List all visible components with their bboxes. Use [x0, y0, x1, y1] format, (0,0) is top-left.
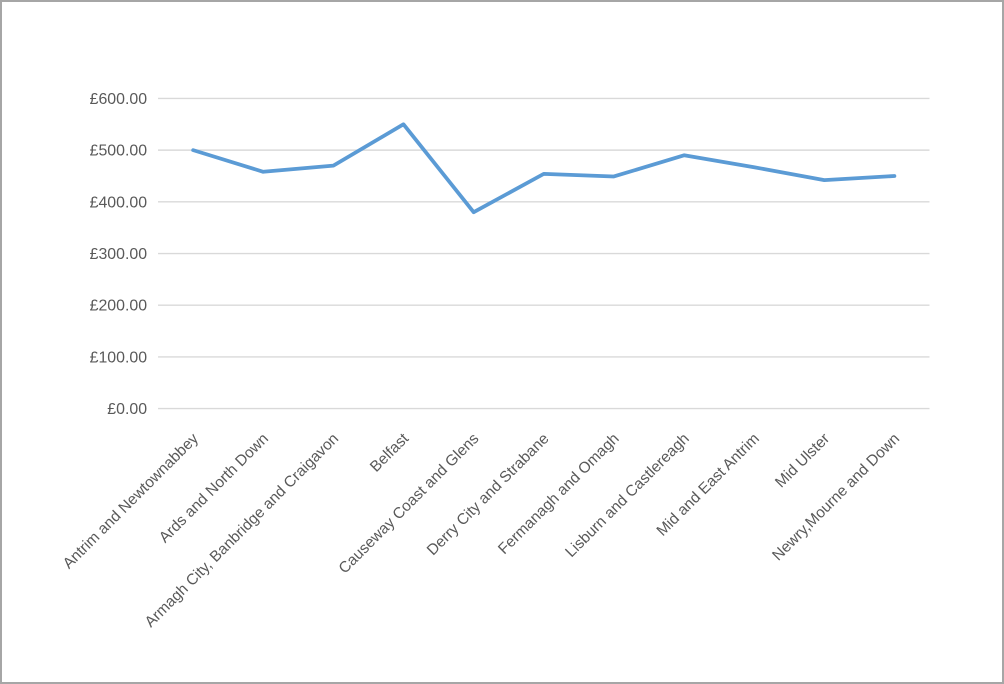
y-axis-tick-label: £0.00	[107, 401, 147, 418]
x-axis-category-label: Belfast	[367, 430, 413, 476]
x-axis-category-label: Newry,Mourne and Down	[769, 430, 903, 564]
x-axis-category-label: Causeway Coast and Glens	[336, 430, 483, 577]
x-axis-category-label: Mid Ulster	[772, 430, 833, 491]
x-axis-category-label: Lisburn and Castlereagh	[562, 430, 693, 561]
y-axis-tick-label: £300.00	[90, 246, 148, 263]
y-axis-tick-label: £500.00	[90, 143, 148, 160]
x-axis-category-label: Derry City and Strabane	[424, 430, 553, 559]
data-series-line	[191, 122, 897, 215]
y-axis-tick-label: £600.00	[90, 91, 148, 108]
y-axis-tick-label: £200.00	[90, 298, 148, 315]
x-axis-category-label: Antrim and Newtownabbey	[60, 430, 202, 572]
x-axis-category-label: Fermanagh and Omagh	[495, 430, 623, 558]
y-axis-tick-label: £100.00	[90, 349, 148, 366]
y-axis-tick-label: £400.00	[90, 194, 148, 211]
